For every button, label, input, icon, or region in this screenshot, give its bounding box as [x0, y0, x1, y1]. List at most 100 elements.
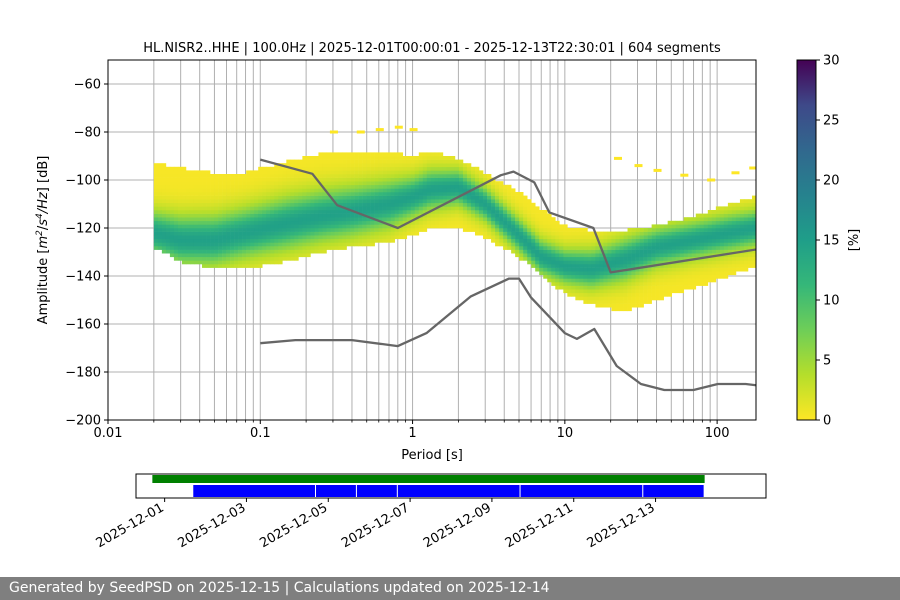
pdf-cell [422, 181, 428, 186]
pdf-cell [747, 224, 753, 229]
pdf-cell [743, 260, 749, 265]
pdf-cell [358, 210, 363, 214]
pdf-cell [743, 253, 749, 258]
pdf-cell [607, 282, 612, 286]
pdf-cell [181, 174, 187, 178]
pdf-cell [290, 202, 295, 207]
pdf-cell [430, 184, 436, 189]
pdf-cell [507, 242, 512, 247]
pdf-cell [350, 195, 355, 200]
pdf-cell [356, 130, 365, 134]
pdf-cell [571, 246, 576, 250]
pdf-cell [555, 256, 560, 261]
pdf-cell [639, 285, 644, 290]
pdf-cell [539, 231, 544, 236]
pdf-cell [418, 217, 424, 222]
pdf-cell [165, 220, 171, 225]
pdf-cell [671, 256, 677, 261]
pdf-cell [193, 231, 199, 236]
pdf-cell [651, 224, 656, 229]
pdf-cell [743, 224, 749, 229]
pdf-cell [338, 199, 343, 204]
pdf-cell [181, 217, 187, 222]
pdf-cell [559, 235, 564, 240]
pdf-cell [234, 228, 239, 232]
pdf-cell [173, 238, 179, 243]
pdf-cell [234, 184, 239, 189]
pdf-cell [197, 253, 203, 258]
pdf-cell [362, 206, 367, 211]
pdf-cell [197, 170, 203, 175]
pdf-cell [679, 260, 685, 265]
pdf-cell [370, 159, 375, 164]
pdf-cell [370, 163, 375, 168]
pdf-cell [442, 195, 448, 200]
pdf-cell [402, 188, 408, 193]
pdf-cell [181, 224, 187, 229]
pdf-cell [603, 249, 608, 254]
pdf-cell [169, 220, 175, 225]
pdf-cell [687, 235, 693, 240]
pdf-cell [571, 253, 576, 258]
pdf-cell [298, 174, 303, 178]
pdf-cell [326, 231, 331, 236]
pdf-cell [374, 238, 379, 243]
pdf-cell [258, 184, 263, 189]
pdf-cell [390, 228, 396, 232]
pdf-cell [523, 228, 528, 232]
pdf-cell [262, 192, 267, 196]
pdf-cell [270, 260, 275, 265]
pdf-cell [635, 289, 640, 294]
pdf-cell [511, 210, 516, 214]
pdf-cell [406, 231, 412, 236]
pdf-cell [378, 181, 383, 186]
pdf-cell [278, 184, 283, 189]
pdf-cell [487, 174, 492, 178]
pdf-cell [539, 213, 544, 218]
pdf-cell [611, 242, 616, 247]
pdf-cell [278, 166, 283, 171]
pdf-cell [318, 163, 323, 168]
pdf-cell [731, 213, 737, 218]
pdf-cell [230, 224, 235, 229]
pdf-cell [434, 174, 440, 178]
pdf-cell [193, 253, 199, 258]
pdf-cell [318, 238, 323, 243]
pdf-cell [551, 271, 556, 276]
pdf-cell [278, 220, 283, 225]
pdf-cell [258, 256, 263, 261]
pdf-cell [254, 249, 259, 254]
pdf-cell [543, 253, 548, 258]
pdf-cell [659, 274, 664, 279]
pdf-cell [519, 235, 524, 240]
pdf-cell [177, 242, 183, 247]
pdf-cell [386, 202, 391, 207]
pdf-cell [422, 156, 428, 160]
pdf-cell [266, 202, 271, 207]
pdf-cell [210, 177, 215, 182]
pdf-cell [479, 195, 484, 200]
pdf-cell [655, 231, 660, 236]
pdf-cell [322, 220, 327, 225]
pdf-cell [338, 156, 343, 160]
pdf-cell [491, 220, 496, 225]
pdf-cell [747, 253, 753, 258]
pdf-cell [527, 220, 532, 225]
pdf-cell [607, 260, 612, 265]
pdf-cell [495, 184, 500, 189]
pdf-cell [181, 220, 187, 225]
pdf-cell [487, 235, 492, 240]
pdf-cell [290, 246, 295, 250]
pdf-cell [358, 174, 363, 178]
pdf-cell [266, 188, 271, 193]
pdf-cell [250, 238, 255, 243]
pdf-cell [659, 235, 664, 240]
pdf-cell [499, 202, 504, 207]
pdf-cell [330, 235, 335, 240]
pdf-cell [434, 184, 440, 189]
pdf-cell [242, 184, 247, 189]
pdf-cell [346, 213, 351, 218]
pdf-cell [262, 188, 267, 193]
pdf-cell [611, 249, 616, 254]
pdf-cell [414, 231, 420, 236]
